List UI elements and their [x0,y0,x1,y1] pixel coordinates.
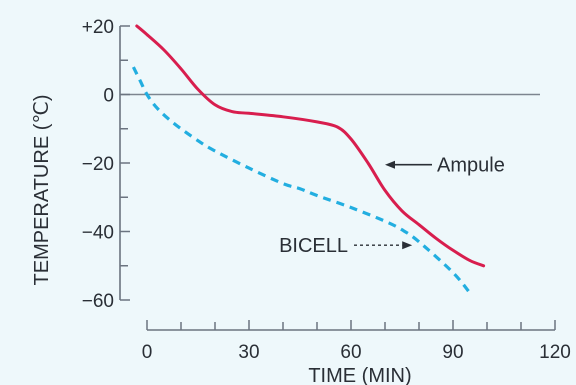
x-tick-label: 120 [539,342,571,363]
annotation-label: Ampule [437,155,505,177]
annotation-bicell: BICELL [279,235,413,257]
y-ticks-group: +20 0 −20 −40 −60 [82,17,130,312]
x-tick-label: 60 [340,342,361,363]
x-tick-label: 90 [442,342,463,363]
y-tick-label: 0 [103,86,114,107]
y-tick-label: −20 [82,154,114,175]
x-ticks-group: 0 30 60 90 120 [142,320,571,363]
annotation-label: BICELL [279,235,348,257]
x-axis-title: TIME (MIN) [308,365,411,385]
x-tick-label: 0 [142,342,153,363]
series-line-bicell [131,66,472,295]
annotation-arrowhead [402,241,413,250]
annotations-group: Ampule BICELL [279,155,505,257]
series-group [131,24,486,295]
series-line-ampule [135,24,486,268]
y-axis-title: TEMPERATURE (℃) [31,95,53,286]
y-tick-label: +20 [82,17,114,38]
x-tick-label: 30 [238,342,259,363]
y-tick-label: −60 [82,291,114,312]
annotation-ampule: Ampule [385,155,505,177]
y-tick-label: −40 [82,223,114,244]
annotation-arrowhead [385,160,395,169]
